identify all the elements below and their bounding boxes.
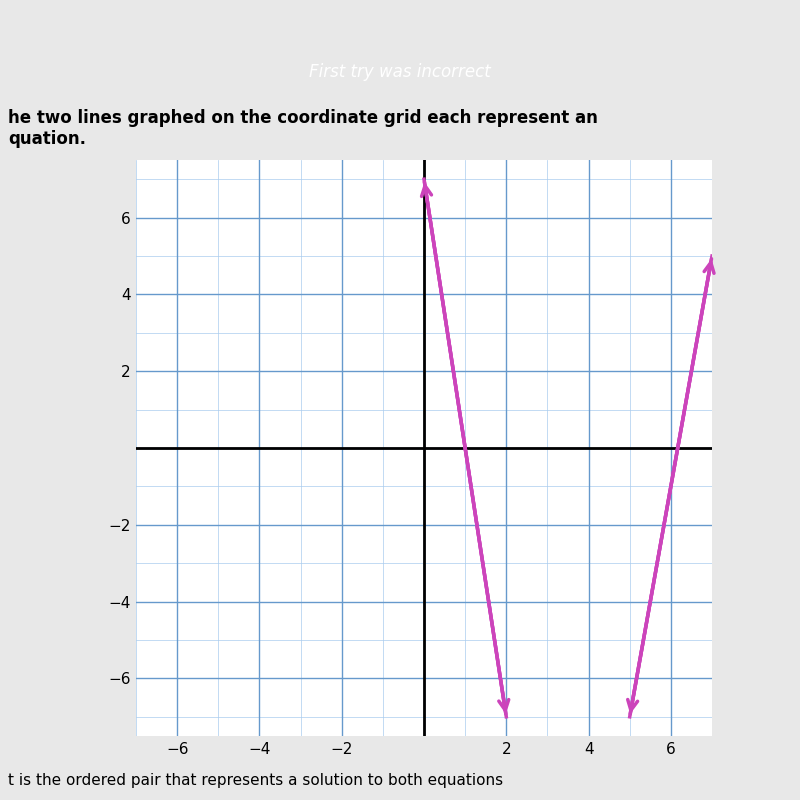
- Text: t is the ordered pair that represents a solution to both equations: t is the ordered pair that represents a …: [8, 773, 503, 787]
- Text: First try was incorrect: First try was incorrect: [309, 63, 491, 81]
- Text: he two lines graphed on the coordinate grid each represent an
quation.: he two lines graphed on the coordinate g…: [8, 109, 598, 148]
